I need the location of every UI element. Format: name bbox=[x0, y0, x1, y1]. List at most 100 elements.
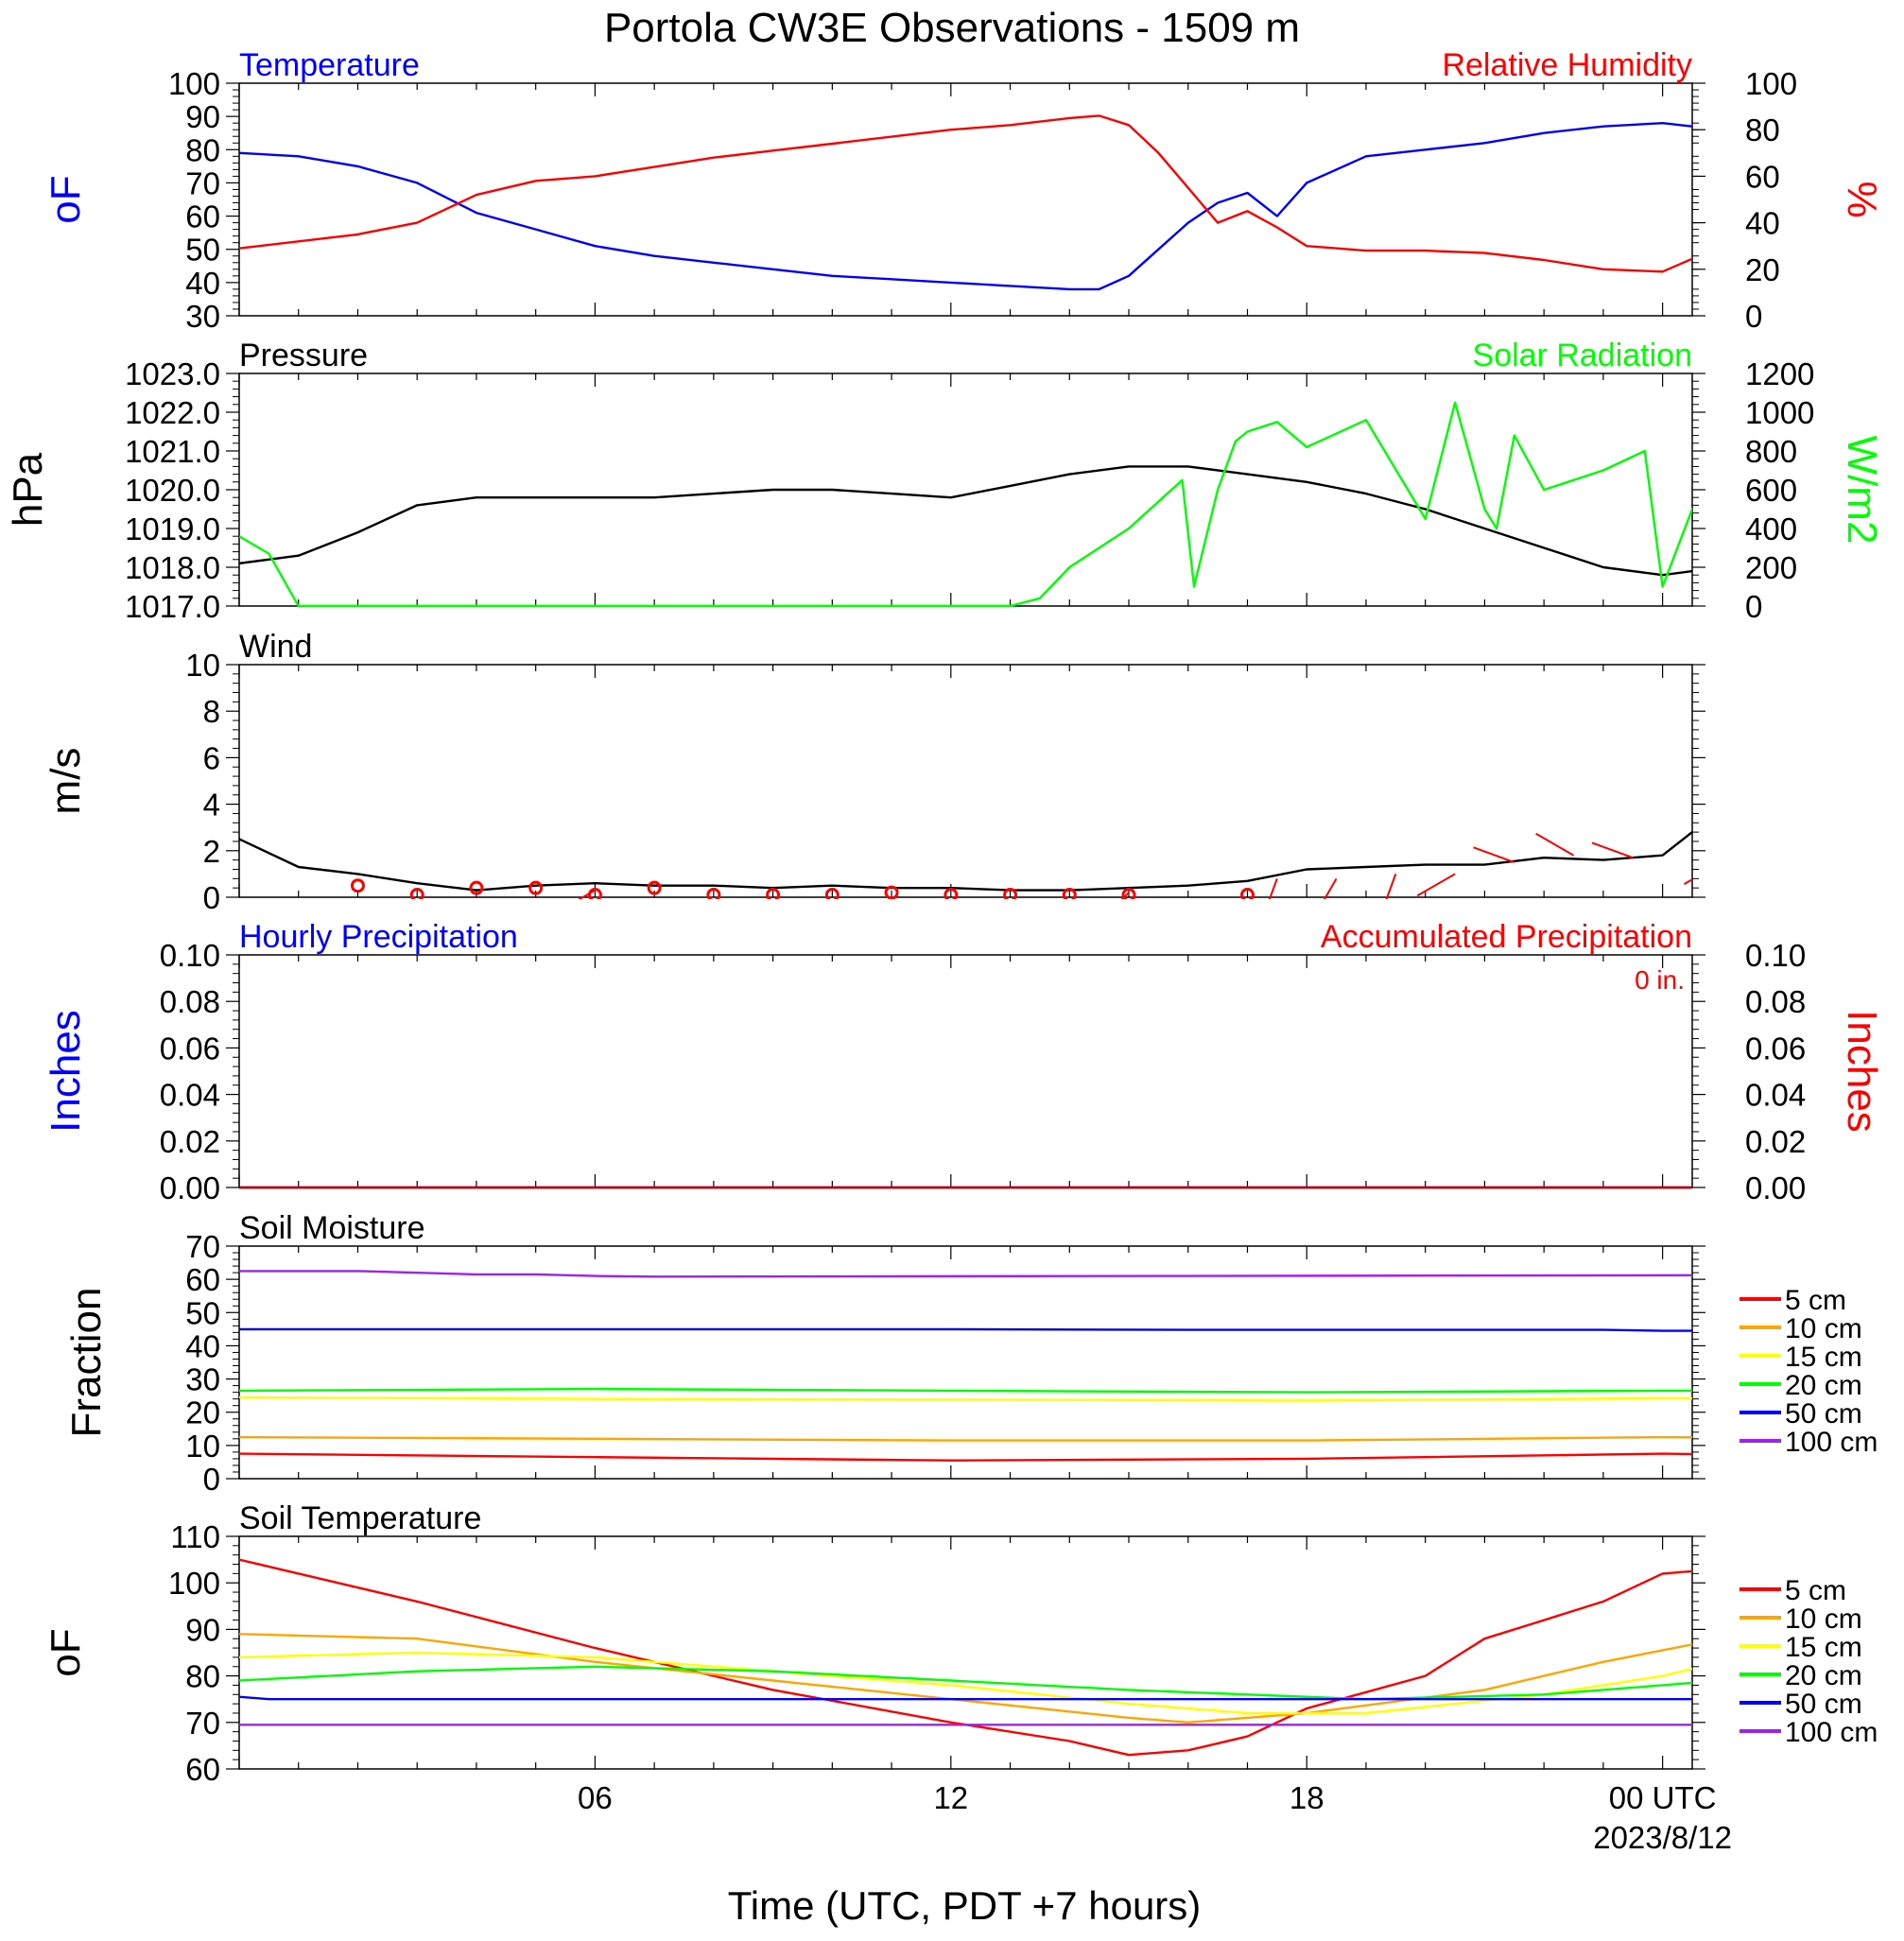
y-tick-label-left: 20 bbox=[185, 1395, 220, 1430]
y-tick-label-left: 90 bbox=[185, 1612, 220, 1647]
y-tick-label-right: 200 bbox=[1745, 550, 1797, 585]
wind-barb bbox=[578, 889, 596, 899]
calm-wind-marker bbox=[1239, 888, 1255, 899]
series-line-100-cm bbox=[239, 1270, 1692, 1278]
series-line-15-cm bbox=[239, 1395, 1692, 1402]
y-axis-label-left: oF bbox=[43, 1628, 89, 1676]
panel-wind: 0 2 4 6 8 10 Wind m/s bbox=[43, 629, 1841, 919]
calm-wind-marker bbox=[943, 888, 959, 899]
y-axis-label-left: m/s bbox=[43, 748, 89, 815]
y-axis-label-left: oF bbox=[43, 175, 89, 223]
y-tick-label-left: 1019.0 bbox=[125, 511, 220, 546]
y-axis-label-left: Inches bbox=[43, 1010, 89, 1133]
y-axis-label-left: Fraction bbox=[63, 1288, 110, 1438]
y-tick-label-left: 2 bbox=[203, 834, 220, 869]
y-tick-label-left: 40 bbox=[185, 266, 220, 301]
calm-wind-marker bbox=[469, 880, 484, 895]
legend-entry: 100 cm bbox=[1785, 1717, 1878, 1748]
series-line-20-cm bbox=[239, 1387, 1692, 1394]
wind-barb bbox=[1826, 878, 1841, 919]
series-line-10-cm bbox=[239, 1633, 1692, 1724]
series-line-50-cm bbox=[239, 1695, 1692, 1701]
y-tick-label-left: 0.00 bbox=[160, 1170, 220, 1205]
y-tick-label-left: 0 bbox=[203, 1462, 220, 1497]
y-tick-label-right: 80 bbox=[1745, 113, 1780, 147]
y-tick-label-left: 100 bbox=[168, 1566, 220, 1601]
panel-precip: 0.00 0.02 0.04 0.06 0.08 0.10 0.00 0.02 0.04 0.06… bbox=[43, 919, 1885, 1205]
calm-wind-marker bbox=[587, 888, 602, 899]
y-tick-label-left: 1018.0 bbox=[125, 550, 220, 585]
y-axis-label-right: % bbox=[1839, 181, 1885, 217]
calm-wind-marker bbox=[1121, 888, 1136, 899]
y-tick-label-right: 400 bbox=[1745, 511, 1797, 546]
x-tick-label: 06 bbox=[578, 1780, 613, 1815]
series-line-15-cm bbox=[239, 1651, 1692, 1715]
y-tick-label-right: 0.10 bbox=[1745, 938, 1806, 973]
y-tick-label-left: 60 bbox=[185, 1752, 220, 1787]
y-tick-label-left: 0 bbox=[203, 880, 220, 915]
panel-title-left: Pressure bbox=[239, 338, 368, 373]
y-tick-label-left: 1020.0 bbox=[125, 473, 220, 508]
calm-wind-marker bbox=[409, 888, 424, 899]
plot-area bbox=[239, 830, 1841, 919]
y-tick-label-left: 6 bbox=[203, 740, 220, 775]
panel-title-right: Solar Radiation bbox=[1473, 338, 1692, 373]
series-line-wind bbox=[239, 830, 1692, 892]
legend-entry: 15 cm bbox=[1785, 1342, 1862, 1373]
plot-area bbox=[239, 401, 1692, 608]
legend-entry: 20 cm bbox=[1785, 1660, 1862, 1691]
panel-title-right: Accumulated Precipitation bbox=[1321, 919, 1692, 955]
series-line-5-cm bbox=[239, 1558, 1692, 1757]
calm-wind-marker bbox=[824, 888, 839, 899]
plot-area bbox=[239, 1270, 1692, 1462]
panel-title-left: Soil Moisture bbox=[239, 1210, 425, 1246]
y-tick-label-left: 1017.0 bbox=[125, 589, 220, 624]
panel-title-left: Wind bbox=[239, 629, 312, 665]
panel-frame bbox=[238, 1245, 1693, 1480]
y-tick-label-right: 1200 bbox=[1745, 356, 1814, 391]
series-line-20-cm bbox=[239, 1665, 1692, 1701]
wind-barb bbox=[1416, 873, 1456, 897]
wind-barb bbox=[1591, 841, 1634, 859]
y-tick-label-left: 50 bbox=[185, 1295, 220, 1330]
calm-wind-marker bbox=[766, 888, 781, 899]
y-tick-label-right: 600 bbox=[1745, 473, 1797, 508]
y-tick-label-left: 1021.0 bbox=[125, 434, 220, 469]
panel-title-left: Soil Temperature bbox=[239, 1500, 481, 1536]
y-tick-label-left: 70 bbox=[185, 1229, 220, 1264]
legend-entry: 20 cm bbox=[1785, 1370, 1862, 1401]
wind-barb bbox=[1684, 878, 1692, 885]
x-tick-label: 12 bbox=[933, 1780, 968, 1815]
wind-barb bbox=[1323, 877, 1338, 899]
calm-wind-marker bbox=[1062, 888, 1077, 899]
calm-wind-marker bbox=[528, 880, 544, 895]
y-axis-label-left: hPa bbox=[5, 452, 51, 527]
y-tick-label-left: 80 bbox=[185, 132, 220, 167]
figure-title: Portola CW3E Observations - 1509 m bbox=[604, 5, 1300, 51]
y-tick-label-left: 90 bbox=[185, 99, 220, 134]
y-tick-label-right: 800 bbox=[1745, 434, 1797, 469]
y-tick-label-right: 0.08 bbox=[1745, 984, 1806, 1019]
y-tick-label-right: 40 bbox=[1745, 206, 1780, 241]
series-line-temperature bbox=[239, 121, 1692, 291]
panel-frame bbox=[238, 1535, 1693, 1770]
y-tick-label-right: 0 bbox=[1745, 299, 1762, 334]
wind-barb bbox=[1385, 874, 1397, 899]
legend-entry: 5 cm bbox=[1785, 1285, 1846, 1316]
calm-wind-marker bbox=[647, 880, 662, 895]
y-tick-label-right: 20 bbox=[1745, 252, 1780, 287]
y-tick-label-left: 0.06 bbox=[160, 1031, 220, 1066]
y-tick-label-left: 0.08 bbox=[160, 984, 220, 1019]
y-tick-label-left: 60 bbox=[185, 199, 220, 234]
wind-barb bbox=[1535, 832, 1575, 857]
calm-wind-marker bbox=[706, 888, 721, 899]
y-tick-label-left: 0.04 bbox=[160, 1078, 220, 1113]
calm-wind-marker bbox=[884, 885, 899, 899]
legend-entry: 5 cm bbox=[1785, 1575, 1846, 1606]
panel-frame bbox=[238, 373, 1693, 607]
y-axis-label-right: Inches bbox=[1839, 1010, 1885, 1133]
x-tick-label: 00 UTC bbox=[1609, 1780, 1717, 1815]
